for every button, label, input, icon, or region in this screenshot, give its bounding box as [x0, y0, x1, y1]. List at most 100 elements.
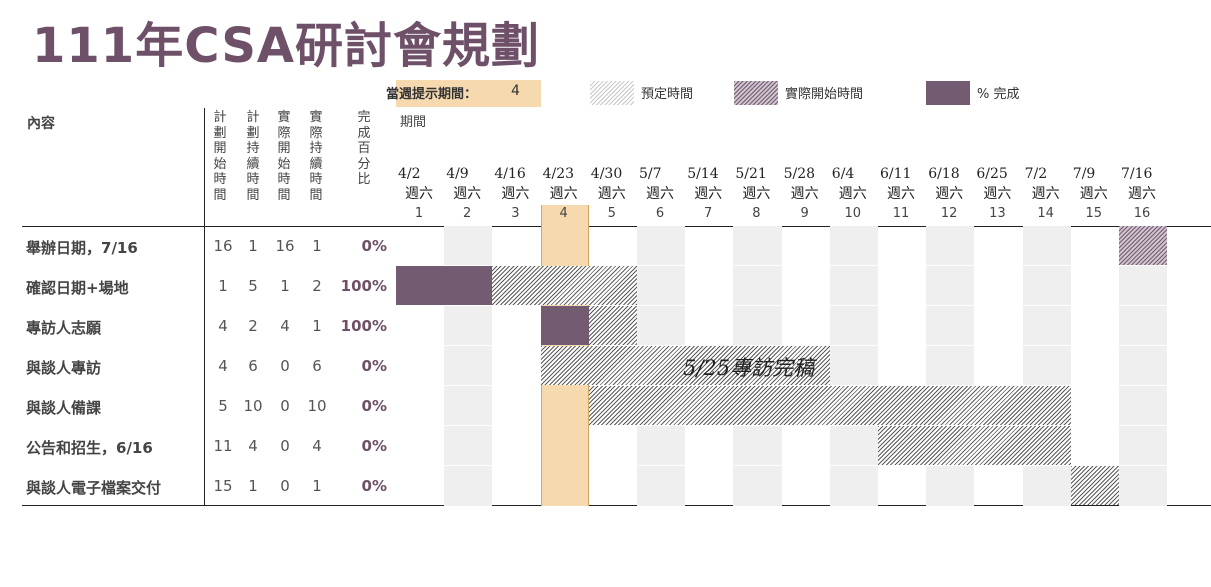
week-day: 週六	[742, 186, 771, 202]
week-date: 4/23	[542, 166, 575, 182]
task-plan-duration[interactable]: 2	[248, 317, 258, 335]
task-name[interactable]: 與談人電子檔案交付	[26, 479, 162, 497]
gantt-bar-planned[interactable]	[492, 266, 637, 305]
task-plan-start[interactable]: 4	[218, 317, 228, 335]
task-plan-start[interactable]: 4	[218, 357, 228, 375]
week-num: 4	[559, 206, 568, 221]
week-num: 6	[655, 206, 665, 221]
row-separator	[396, 305, 1168, 306]
week-num: 10	[844, 206, 862, 221]
gantt-bar-actual[interactable]	[1119, 226, 1168, 265]
week-day: 週六	[935, 186, 964, 202]
week-date: 6/25	[976, 166, 1008, 182]
week-header-12: 6/18 週六 12	[925, 164, 973, 224]
task-percent-complete[interactable]: 0%	[361, 397, 387, 415]
task-actual-start[interactable]: 4	[280, 317, 290, 335]
task-plan-duration[interactable]: 1	[248, 237, 258, 255]
week-day: 週六	[597, 186, 626, 202]
gantt-bar-planned[interactable]	[588, 306, 637, 345]
task-name[interactable]: 舉辦日期，7/16	[26, 239, 138, 257]
gantt-bar-planned[interactable]	[540, 346, 830, 385]
week-date: 5/21	[735, 166, 767, 182]
week-header-3: 4/16 週六 3	[491, 164, 539, 224]
week-date: 7/9	[1072, 166, 1096, 182]
task-name[interactable]: 與談人專訪	[26, 359, 102, 377]
row-separator	[396, 425, 1168, 426]
table-bottom-rule	[22, 505, 1211, 506]
task-actual-start[interactable]: 0	[280, 437, 290, 455]
task-plan-start[interactable]: 1	[218, 277, 228, 295]
week-day: 週六	[694, 186, 723, 202]
task-name[interactable]: 公告和招生，6/16	[26, 439, 153, 457]
week-day: 週六	[790, 186, 819, 202]
row-separator	[396, 265, 1168, 266]
column-divider	[204, 108, 205, 506]
week-date: 6/18	[928, 166, 960, 182]
current-week-value[interactable]: 4	[511, 83, 520, 99]
interview-deadline-annotation: 5/25專訪完稿	[683, 356, 815, 380]
week-column-16	[1119, 226, 1168, 506]
actual-start-header: 實際開始時間	[277, 110, 291, 203]
task-actual-duration[interactable]: 2	[312, 277, 322, 295]
gantt-bar-planned[interactable]	[588, 386, 1071, 425]
week-day: 週六	[453, 186, 482, 202]
header-bottom-rule	[22, 226, 1211, 227]
week-header-14: 7/2 週六 14	[1022, 164, 1070, 224]
task-actual-start[interactable]: 1	[280, 277, 290, 295]
task-plan-start[interactable]: 16	[213, 237, 233, 255]
week-day: 週六	[887, 186, 915, 202]
gantt-bar-planned[interactable]	[1070, 466, 1119, 505]
task-plan-duration[interactable]: 10	[243, 397, 263, 415]
gantt-bar-complete[interactable]	[540, 306, 589, 345]
task-plan-start[interactable]: 15	[213, 477, 233, 495]
planned-legend-label: 預定時間	[641, 87, 694, 102]
complete-legend-swatch	[926, 81, 970, 105]
week-num: 16	[1133, 206, 1151, 221]
task-plan-duration[interactable]: 5	[248, 277, 258, 295]
task-actual-start[interactable]: 16	[275, 237, 295, 255]
task-percent-complete[interactable]: 100%	[340, 277, 387, 295]
task-plan-start[interactable]: 11	[213, 437, 233, 455]
week-day: 週六	[549, 186, 578, 202]
task-actual-start[interactable]: 0	[280, 397, 290, 415]
week-header-1: 4/2 週六 1	[395, 164, 443, 224]
week-num: 3	[511, 206, 520, 221]
task-actual-start[interactable]: 0	[280, 357, 290, 375]
actual-duration-header: 實際持續時間	[309, 110, 323, 203]
task-actual-duration[interactable]: 10	[307, 397, 327, 415]
percent-header: 完成百分比	[357, 110, 371, 187]
gantt-bar-complete[interactable]	[396, 266, 493, 305]
task-name[interactable]: 確認日期+場地	[26, 279, 129, 297]
week-day: 週六	[838, 186, 867, 202]
week-header-9: 5/28 週六 9	[781, 164, 829, 224]
task-actual-duration[interactable]: 4	[312, 437, 322, 455]
task-plan-start[interactable]: 5	[218, 397, 228, 415]
task-percent-complete[interactable]: 0%	[361, 237, 387, 255]
task-plan-duration[interactable]: 4	[248, 437, 258, 455]
task-actual-duration[interactable]: 6	[312, 357, 322, 375]
task-name[interactable]: 與談人備課	[26, 399, 102, 417]
gantt-bar-planned[interactable]	[878, 426, 1071, 465]
task-name[interactable]: 專訪人志願	[26, 319, 102, 337]
task-percent-complete[interactable]: 0%	[361, 357, 387, 375]
week-num: 2	[463, 206, 472, 221]
week-header-15: 7/9 週六 15	[1070, 164, 1118, 224]
week-header-13: 6/25 週六 13	[973, 164, 1021, 224]
week-date: 5/28	[783, 166, 816, 182]
task-plan-duration[interactable]: 1	[248, 477, 258, 495]
current-week-label: 當週提示期間：	[386, 87, 478, 102]
week-day: 週六	[1079, 186, 1108, 202]
task-actual-duration[interactable]: 1	[312, 477, 322, 495]
task-actual-duration[interactable]: 1	[312, 317, 322, 335]
task-percent-complete[interactable]: 0%	[361, 437, 387, 455]
task-actual-start[interactable]: 0	[280, 477, 290, 495]
task-percent-complete[interactable]: 100%	[340, 317, 387, 335]
actual-legend-label: 實際開始時間	[785, 87, 864, 102]
week-date: 5/14	[687, 166, 719, 182]
week-date: 4/16	[494, 166, 526, 182]
week-header-6: 5/7 週六 6	[636, 164, 684, 224]
week-date: 4/2	[398, 166, 421, 182]
task-percent-complete[interactable]: 0%	[361, 477, 387, 495]
task-actual-duration[interactable]: 1	[312, 237, 322, 255]
task-plan-duration[interactable]: 6	[248, 357, 258, 375]
